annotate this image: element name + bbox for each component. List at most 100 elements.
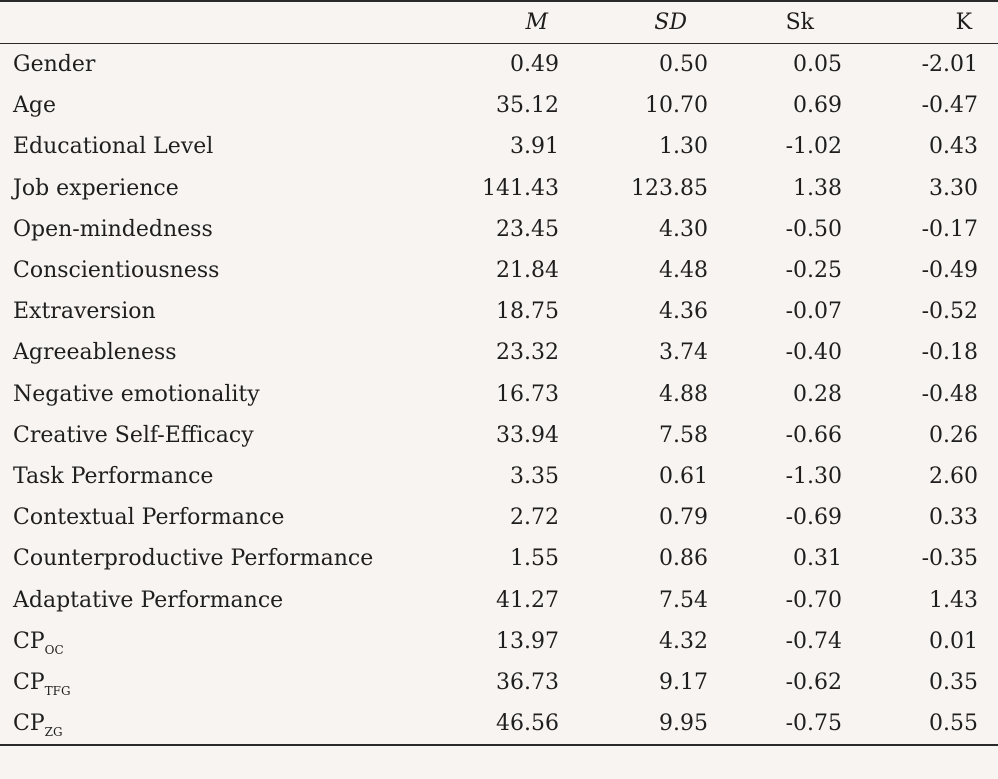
- cell-skewness: -0.74: [785, 628, 842, 654]
- cell-mean: 18.75: [496, 299, 559, 325]
- cell-sd: 9.95: [568, 703, 713, 747]
- cell-skewness: -0.75: [713, 703, 844, 747]
- cell-mean: 3.35: [510, 463, 559, 489]
- row-label: CPOC: [0, 621, 420, 662]
- cell-sd: 4.88: [659, 381, 708, 407]
- table-row: CPOC 13.97 4.32 -0.74 0.01: [0, 621, 998, 662]
- cell-sd: 0.61: [659, 463, 708, 489]
- table-row: CPZG 46.56 9.95 -0.75 0.55: [0, 703, 998, 747]
- table-header: M SD Sk K: [0, 0, 998, 44]
- cell-kurtosis: -0.18: [921, 340, 978, 366]
- header-standard-deviation: SD: [568, 0, 713, 44]
- table-row: Agreeableness 23.32 3.74 -0.40 -0.18: [0, 332, 998, 373]
- table-row: Educational Level 3.91 1.30 -1.02 0.43: [0, 126, 998, 167]
- cell-skewness: -0.62: [785, 669, 842, 695]
- row-label: Adaptative Performance: [13, 587, 284, 613]
- cell-sd: 4.30: [659, 216, 708, 242]
- row-label-main: CP: [13, 669, 45, 695]
- cell-sd: 123.85: [631, 175, 708, 201]
- cell-skewness: 0.31: [793, 546, 842, 572]
- table-row: Age 35.12 10.70 0.69 -0.47: [0, 85, 998, 126]
- row-label: Gender: [13, 52, 96, 78]
- row-label: Negative emotionality: [13, 381, 260, 407]
- cell-kurtosis: -2.01: [921, 52, 978, 78]
- cell-mean: 141.43: [482, 175, 559, 201]
- cell-kurtosis: 0.01: [929, 628, 978, 654]
- cell-sd: 3.74: [659, 340, 708, 366]
- cell-kurtosis: -0.52: [921, 299, 978, 325]
- cell-kurtosis: 0.33: [929, 505, 978, 531]
- cell-kurtosis: -0.17: [921, 216, 978, 242]
- header-label: [0, 0, 420, 44]
- cell-skewness: -0.50: [785, 216, 842, 242]
- header-kurtosis: K: [844, 0, 998, 44]
- cell-kurtosis: -0.48: [921, 381, 978, 407]
- cell-skewness: 0.05: [793, 52, 842, 78]
- cell-mean: 21.84: [496, 258, 559, 284]
- cell-kurtosis: 0.43: [929, 134, 978, 160]
- cell-mean: 0.49: [510, 52, 559, 78]
- row-label-subscript: TFG: [44, 683, 71, 698]
- row-label: CPTFG: [0, 662, 420, 703]
- table-row: Contextual Performance 2.72 0.79 -0.69 0…: [0, 497, 998, 538]
- row-label: Educational Level: [13, 134, 214, 160]
- table-row: Creative Self-Efficacy 33.94 7.58 -0.66 …: [0, 415, 998, 456]
- cell-skewness: 0.28: [793, 381, 842, 407]
- cell-mean: 2.72: [510, 505, 559, 531]
- cell-kurtosis: 1.43: [929, 587, 978, 613]
- cell-kurtosis: -0.49: [921, 258, 978, 284]
- cell-skewness: -0.25: [785, 258, 842, 284]
- cell-mean: 46.56: [420, 703, 568, 747]
- cell-mean: 23.45: [496, 216, 559, 242]
- row-label: Contextual Performance: [13, 505, 285, 531]
- table-row: Counterproductive Performance 1.55 0.86 …: [0, 538, 998, 579]
- row-label: Open-mindedness: [13, 216, 213, 242]
- cell-mean: 23.32: [496, 340, 559, 366]
- cell-sd: 9.17: [659, 669, 708, 695]
- row-label-subscript: ZG: [44, 725, 63, 740]
- cell-kurtosis: -0.47: [921, 93, 978, 119]
- row-label: Conscientiousness: [13, 258, 220, 284]
- row-label-main: CP: [13, 628, 45, 654]
- cell-sd: 7.54: [659, 587, 708, 613]
- descriptive-statistics-table: M SD Sk K Gender 0.49 0.50 0.05 -2.01 Ag…: [0, 0, 998, 747]
- table-row: Task Performance 3.35 0.61 -1.30 2.60: [0, 456, 998, 497]
- cell-mean: 16.73: [496, 381, 559, 407]
- cell-mean: 33.94: [496, 422, 559, 448]
- cell-sd: 0.86: [659, 546, 708, 572]
- table-row: Extraversion 18.75 4.36 -0.07 -0.52: [0, 291, 998, 332]
- row-label-main: CP: [13, 711, 45, 737]
- cell-kurtosis: 3.30: [929, 175, 978, 201]
- row-label-subscript: OC: [44, 642, 64, 657]
- cell-skewness: -0.70: [785, 587, 842, 613]
- cell-mean: 1.55: [510, 546, 559, 572]
- cell-mean: 13.97: [496, 628, 559, 654]
- cell-sd: 10.70: [645, 93, 708, 119]
- header-row: M SD Sk K: [0, 0, 998, 44]
- table-row: Gender 0.49 0.50 0.05 -2.01: [0, 44, 998, 86]
- table-row: Adaptative Performance 41.27 7.54 -0.70 …: [0, 579, 998, 620]
- cell-mean: 41.27: [496, 587, 559, 613]
- header-skewness: Sk: [713, 0, 844, 44]
- cell-skewness: 0.69: [793, 93, 842, 119]
- row-label: Creative Self-Efficacy: [13, 422, 254, 448]
- table-row: Conscientiousness 21.84 4.48 -0.25 -0.49: [0, 250, 998, 291]
- row-label: Task Performance: [13, 463, 214, 489]
- cell-sd: 0.79: [659, 505, 708, 531]
- row-label: Counterproductive Performance: [13, 546, 374, 572]
- cell-skewness: -1.02: [785, 134, 842, 160]
- cell-mean: 3.91: [510, 134, 559, 160]
- table-body: Gender 0.49 0.50 0.05 -2.01 Age 35.12 10…: [0, 44, 998, 747]
- cell-skewness: -1.30: [785, 463, 842, 489]
- cell-skewness: -0.07: [785, 299, 842, 325]
- cell-sd: 0.50: [659, 52, 708, 78]
- cell-kurtosis: -0.35: [921, 546, 978, 572]
- cell-mean: 35.12: [496, 93, 559, 119]
- cell-kurtosis: 0.35: [929, 669, 978, 695]
- table-row: CPTFG 36.73 9.17 -0.62 0.35: [0, 662, 998, 703]
- row-label: Agreeableness: [13, 340, 177, 366]
- cell-kurtosis: 2.60: [929, 463, 978, 489]
- table-row: Negative emotionality 16.73 4.88 0.28 -0…: [0, 374, 998, 415]
- cell-sd: 4.32: [659, 628, 708, 654]
- header-mean: M: [420, 0, 568, 44]
